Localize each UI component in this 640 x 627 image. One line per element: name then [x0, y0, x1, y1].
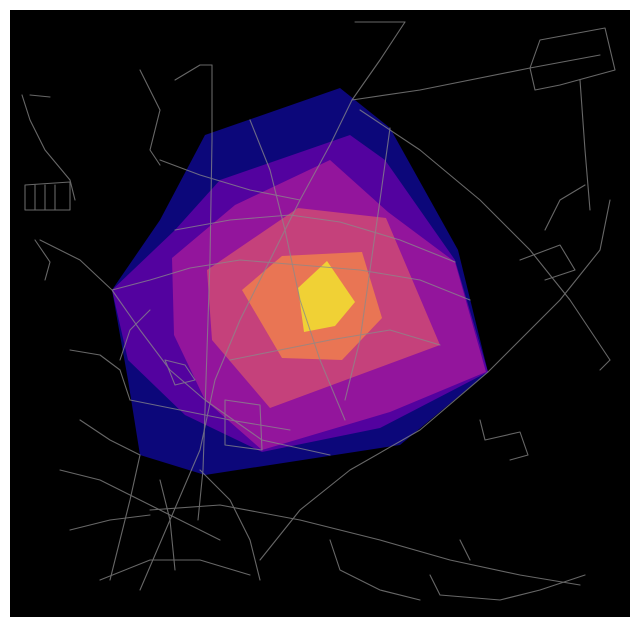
- street: [109, 454, 141, 581]
- street-network: [21, 21, 616, 601]
- street: [174, 214, 456, 263]
- street: [69, 514, 151, 531]
- street: [259, 371, 489, 561]
- street: [579, 79, 591, 211]
- street: [159, 159, 301, 201]
- street: [351, 54, 601, 101]
- street: [344, 127, 391, 401]
- street: [224, 399, 263, 451]
- street: [479, 419, 529, 461]
- street: [79, 419, 141, 456]
- street: [24, 181, 71, 211]
- street: [29, 94, 51, 98]
- isochrone-band-6: [298, 261, 355, 332]
- street: [159, 479, 176, 571]
- street: [519, 244, 576, 281]
- street: [487, 199, 611, 373]
- street: [459, 539, 471, 561]
- street: [59, 469, 221, 541]
- street: [139, 69, 161, 166]
- street: [329, 539, 421, 601]
- street: [199, 469, 261, 581]
- street: [119, 309, 151, 361]
- street: [34, 239, 51, 281]
- street: [34, 184, 56, 211]
- street: [39, 239, 331, 456]
- street: [99, 559, 251, 581]
- street: [174, 64, 213, 81]
- street: [197, 64, 213, 521]
- street: [529, 27, 616, 91]
- street: [149, 504, 581, 586]
- street: [129, 399, 291, 431]
- street: [599, 359, 611, 371]
- street: [111, 259, 471, 301]
- street: [164, 359, 196, 386]
- street: [21, 94, 76, 201]
- street: [544, 184, 586, 231]
- street: [69, 349, 131, 401]
- street: [429, 574, 586, 601]
- street: [229, 329, 441, 361]
- street: [359, 109, 611, 361]
- street: [249, 119, 346, 421]
